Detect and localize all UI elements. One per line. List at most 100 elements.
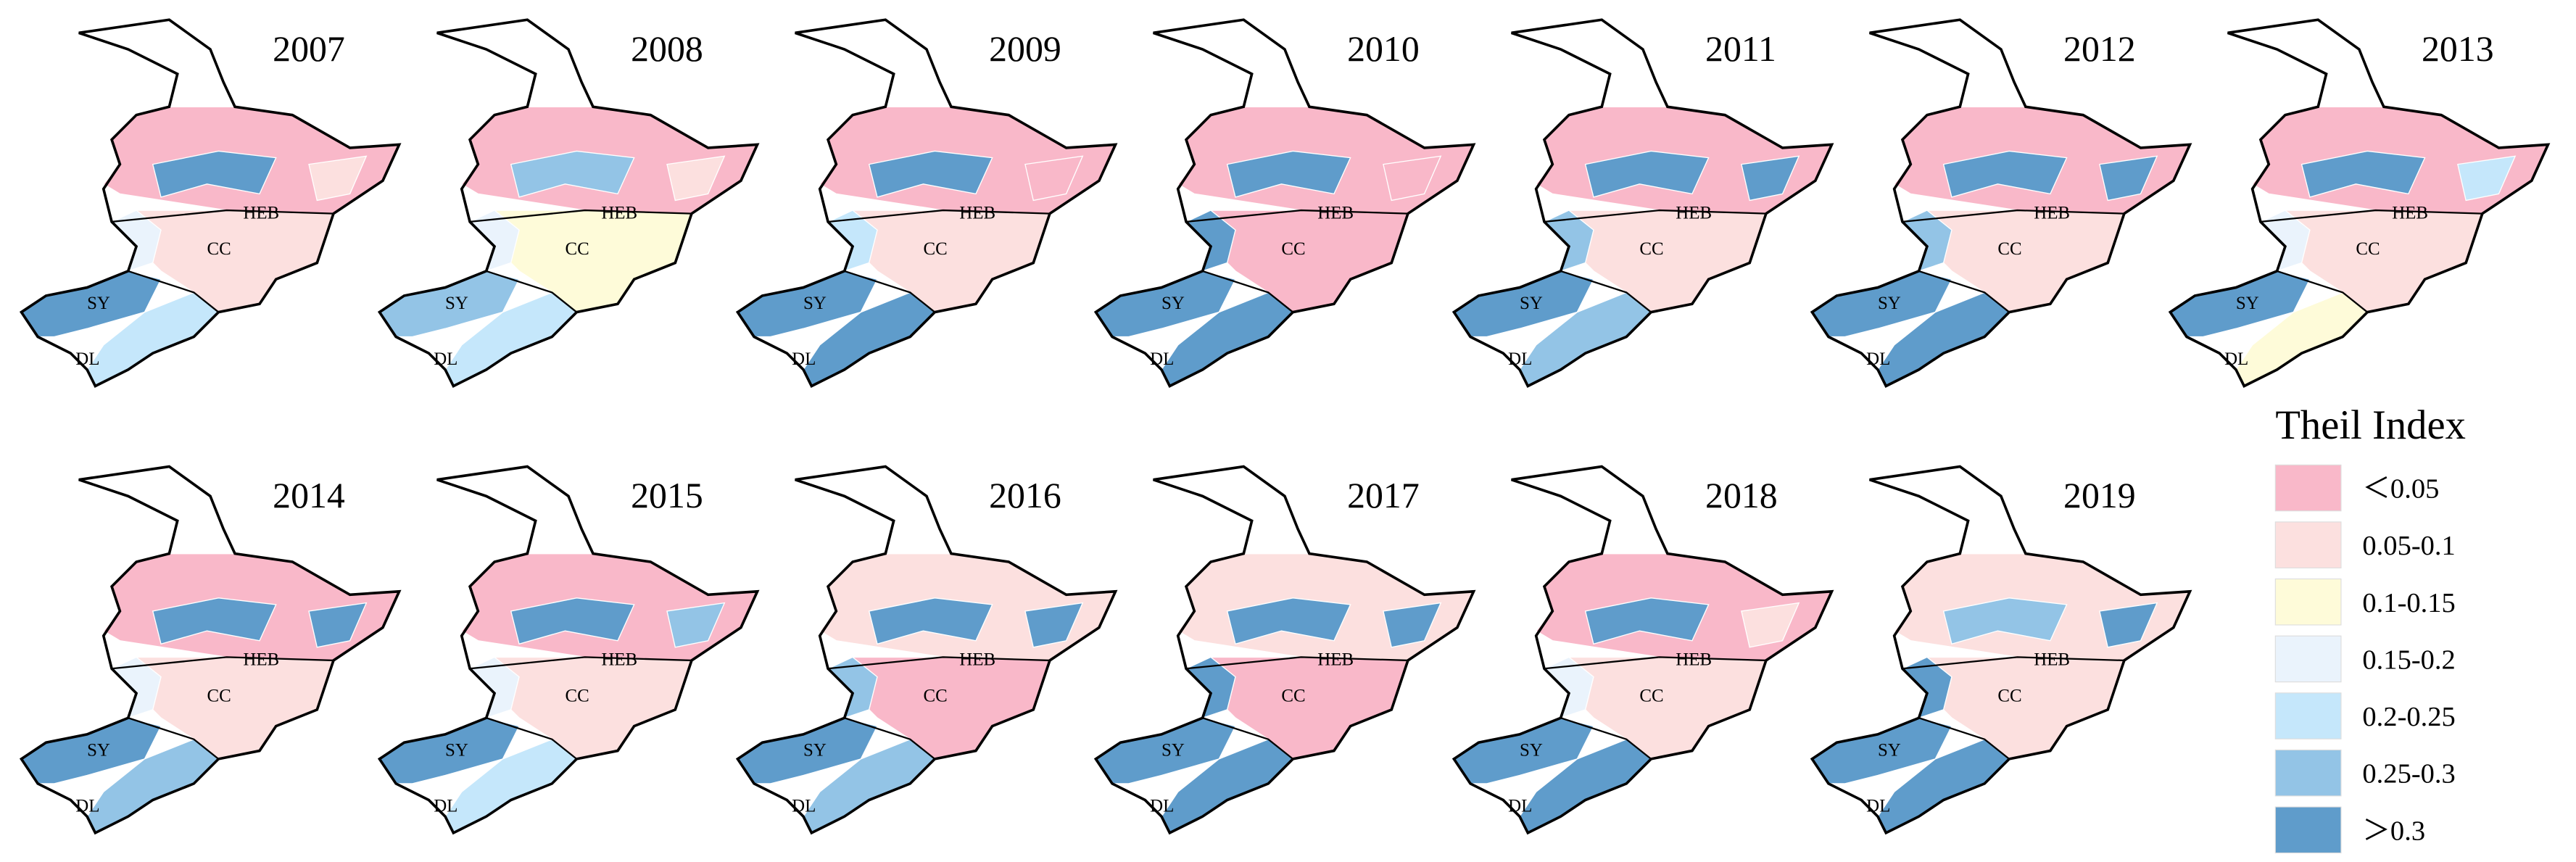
city-label: DL	[434, 349, 457, 369]
city-label: SY	[1520, 294, 1543, 313]
region	[666, 155, 726, 202]
province-outline	[2168, 18, 2551, 388]
city-label: HEB	[601, 203, 637, 223]
legend-label: 0.2-0.25	[2362, 702, 2455, 732]
city-label: SY	[1520, 740, 1543, 760]
city-label: HEB	[243, 203, 279, 223]
city-label: HEB	[1317, 650, 1354, 670]
city-label: SY	[445, 294, 468, 313]
city-label: DL	[792, 349, 816, 369]
city-label: CC	[2356, 239, 2380, 259]
province-outline	[735, 465, 1118, 835]
city-label: DL	[1150, 349, 1174, 369]
city-label: SY	[2236, 294, 2259, 313]
legend-label: ＞0.3	[2362, 816, 2425, 846]
legend-swatch	[2274, 749, 2342, 797]
province-border	[2260, 209, 2482, 313]
city-label: SY	[803, 740, 827, 760]
city-label: CC	[565, 239, 589, 259]
city-label: HEB	[2034, 650, 2070, 670]
map-panel: 2009 HEB CC SY DL	[735, 18, 1118, 388]
city-label: HEB	[2392, 203, 2428, 223]
city-label: SY	[445, 740, 468, 760]
province-outline	[1451, 18, 1834, 388]
year-label: 2011	[1705, 29, 1776, 69]
legend-swatch	[2274, 464, 2342, 512]
city-label: CC	[1281, 239, 1305, 259]
region	[510, 597, 635, 645]
city-label: CC	[207, 239, 231, 259]
year-label: 2013	[2422, 29, 2494, 69]
province-outline	[377, 465, 760, 835]
region	[510, 150, 635, 198]
province-border	[1902, 209, 2124, 313]
city-label: DL	[792, 796, 816, 816]
city-label: HEB	[601, 650, 637, 670]
map-panel: 2017 HEB CC SY DL	[1093, 465, 1476, 835]
region	[868, 150, 993, 198]
province-border	[1544, 209, 1766, 313]
map-panel: 2012 HEB CC SY DL	[1810, 18, 2192, 388]
city-label: SY	[1161, 740, 1185, 760]
city-label: HEB	[959, 650, 995, 670]
city-label: HEB	[1676, 650, 1712, 670]
region	[2457, 155, 2517, 202]
map-panel: 2016 HEB CC SY DL	[735, 465, 1118, 835]
province-outline	[19, 465, 402, 835]
year-label: 2012	[2063, 29, 2136, 69]
year-label: 2019	[2063, 476, 2136, 515]
province-border	[1902, 656, 2124, 760]
legend-label: 0.1-0.15	[2362, 588, 2455, 618]
city-label: DL	[1866, 349, 1890, 369]
province-outline	[1451, 465, 1834, 835]
year-label: 2008	[631, 29, 703, 69]
city-label: DL	[1150, 796, 1174, 816]
map-panel: 2008 HEB CC SY DL	[377, 18, 760, 388]
city-label: SY	[1878, 294, 1901, 313]
city-label: CC	[1639, 687, 1663, 706]
city-label: CC	[923, 239, 947, 259]
region	[1584, 150, 1710, 198]
legend-swatch	[2274, 521, 2342, 568]
region	[1226, 597, 1351, 645]
province-border	[1544, 656, 1766, 760]
region	[1024, 602, 1084, 648]
map-panel: 2007 HEB CC SY DL	[19, 18, 402, 388]
legend-swatch	[2274, 692, 2342, 739]
legend-label: 0.25-0.3	[2362, 759, 2455, 790]
legend-label: ＜0.05	[2362, 474, 2439, 505]
region	[2300, 150, 2426, 198]
region	[152, 597, 277, 645]
region	[1741, 155, 1800, 202]
region	[1383, 155, 1442, 202]
city-label: SY	[87, 294, 110, 313]
map-panel: 2013 HEB CC SY DL	[2168, 18, 2551, 388]
year-label: 2018	[1705, 476, 1778, 515]
city-label: HEB	[1317, 203, 1354, 223]
province-outline	[19, 18, 402, 388]
city-label: CC	[207, 687, 231, 706]
year-label: 2017	[1347, 476, 1420, 515]
city-label: DL	[434, 796, 457, 816]
region	[308, 155, 368, 202]
region	[152, 150, 277, 198]
year-label: 2007	[273, 29, 345, 69]
map-panel: 2014 HEB CC SY DL	[19, 465, 402, 835]
region	[2099, 155, 2158, 202]
region	[1024, 155, 1084, 202]
city-label: CC	[1281, 687, 1305, 706]
legend-swatch	[2274, 578, 2342, 626]
province-border	[827, 656, 1050, 760]
province-outline	[735, 18, 1118, 388]
map-panel: 2011 HEB CC SY DL	[1451, 18, 1834, 388]
city-label: HEB	[959, 203, 995, 223]
city-label: CC	[1997, 687, 2021, 706]
province-border	[469, 656, 692, 760]
province-border	[111, 209, 334, 313]
city-label: CC	[565, 687, 589, 706]
city-label: DL	[1508, 349, 1532, 369]
province-border	[1185, 656, 1408, 760]
region	[1584, 597, 1710, 645]
province-outline	[377, 18, 760, 388]
